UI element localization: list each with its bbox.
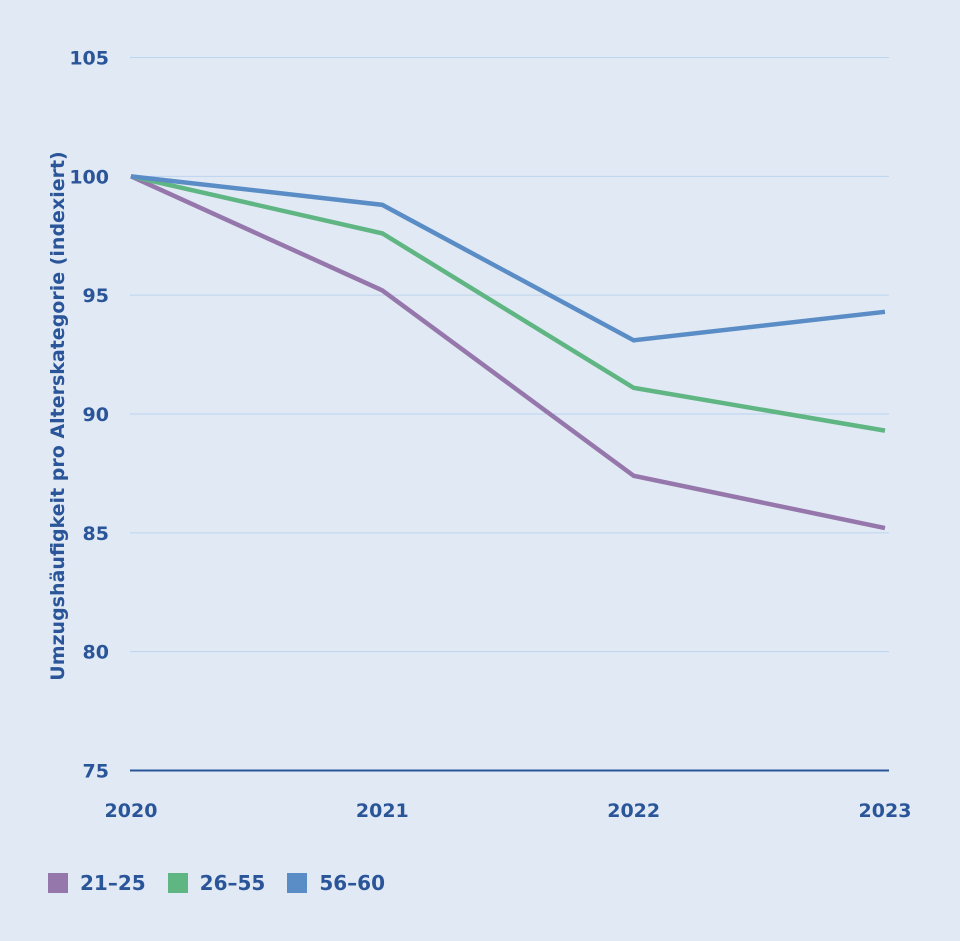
legend-label: 21–25 bbox=[80, 871, 146, 895]
gridlines bbox=[130, 57, 889, 772]
legend-label: 56–60 bbox=[319, 871, 386, 895]
y-tick-label: 75 bbox=[83, 761, 109, 783]
x-tick-label: 2021 bbox=[356, 800, 409, 822]
y-axis-ticks: 75 80 85 90 95 100 105 bbox=[69, 48, 109, 783]
legend: 21–25 26–55 56–60 bbox=[48, 871, 407, 895]
y-tick-label: 90 bbox=[83, 404, 109, 426]
y-axis-label: Umzugshäufigkeit pro Alterskategorie (in… bbox=[47, 151, 69, 680]
x-tick-label: 2020 bbox=[105, 800, 158, 822]
series-lines bbox=[130, 174, 886, 531]
y-tick-label: 80 bbox=[83, 642, 109, 664]
x-axis-ticks: 2020 2021 2022 2023 bbox=[105, 800, 912, 822]
legend-label: 26–55 bbox=[199, 871, 266, 895]
legend-swatch bbox=[287, 873, 308, 893]
legend-swatch bbox=[167, 873, 188, 893]
x-tick-label: 2023 bbox=[859, 800, 912, 822]
y-tick-label: 95 bbox=[83, 285, 109, 307]
y-tick-label: 105 bbox=[69, 48, 109, 70]
x-tick-label: 2022 bbox=[607, 800, 660, 822]
series-line-21-25 bbox=[130, 174, 886, 531]
y-tick-label: 85 bbox=[83, 523, 109, 545]
legend-item: 26–55 bbox=[167, 871, 266, 895]
series-line-26-55 bbox=[130, 174, 886, 433]
legend-item: 21–25 bbox=[48, 871, 146, 895]
series-line-56-60 bbox=[130, 174, 886, 343]
legend-swatch bbox=[48, 873, 68, 893]
y-tick-label: 100 bbox=[69, 166, 109, 188]
legend-item: 56–60 bbox=[287, 871, 385, 895]
